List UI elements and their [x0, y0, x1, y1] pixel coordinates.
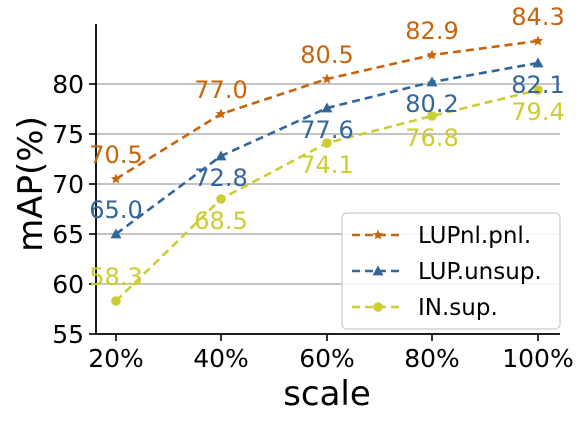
- legend-label: LUPnl.pnl.: [418, 223, 531, 249]
- data-label: 80.5: [300, 41, 353, 69]
- data-point-1-1: [215, 150, 227, 161]
- y-tick-label: 80: [52, 70, 84, 99]
- data-label: 76.8: [405, 124, 458, 152]
- series-line-1: [115, 61, 539, 236]
- data-point-0-1: [215, 108, 227, 119]
- data-point-0-0: [110, 173, 122, 184]
- data-label: 70.5: [89, 141, 142, 169]
- x-tick-label: 100%: [502, 344, 573, 373]
- x-tick-label: 80%: [404, 344, 460, 373]
- data-label: 77.0: [194, 76, 247, 104]
- legend-label: LUP.unsup.: [418, 259, 542, 285]
- data-label: 72.8: [194, 164, 247, 192]
- data-label: 58.3: [89, 263, 142, 291]
- data-label: 68.5: [194, 207, 247, 235]
- x-axis-label: scale: [283, 374, 371, 414]
- legend-label: IN.sup.: [418, 295, 498, 321]
- data-label: 65.0: [89, 196, 142, 224]
- y-tick-label: 60: [52, 270, 84, 299]
- x-tick-label: 40%: [193, 344, 249, 373]
- data-label: 79.4: [511, 98, 564, 126]
- data-point-2-3: [427, 111, 437, 121]
- data-point-2-0: [111, 296, 121, 306]
- data-point-0-4: [532, 35, 544, 46]
- data-label: 74.1: [300, 151, 353, 179]
- legend: LUPnl.pnl. LUP.unsup. IN.sup.: [341, 212, 561, 330]
- tick-labels: 55 60 65 70 75 80 20% 40% 60% 80% 100%: [52, 70, 574, 373]
- legend-marker-1: [372, 265, 384, 276]
- x-tick-label: 20%: [88, 344, 144, 373]
- data-point-1-2: [321, 102, 333, 113]
- y-tick-label: 75: [52, 120, 84, 149]
- legend-marker-0: [372, 229, 384, 240]
- data-point-1-4: [532, 57, 544, 68]
- y-tick-label: 55: [52, 320, 84, 349]
- y-tick-label: 65: [52, 220, 84, 249]
- x-tick-label: 60%: [299, 344, 355, 373]
- data-point-2-2: [322, 138, 332, 148]
- data-point-0-3: [426, 49, 438, 60]
- data-label: 80.2: [405, 90, 458, 118]
- series-layer: [110, 35, 544, 306]
- data-point-0-2: [321, 73, 333, 84]
- y-tick-label: 70: [52, 170, 84, 199]
- data-point-1-0: [110, 228, 122, 239]
- data-point-2-4: [533, 85, 543, 95]
- data-label: 82.1: [511, 71, 564, 99]
- axes: [89, 24, 560, 341]
- data-point-1-3: [426, 76, 438, 87]
- data-point-2-1: [216, 194, 226, 204]
- legend-box: [341, 212, 561, 330]
- legend-marker-2: [373, 302, 383, 312]
- data-label: 77.6: [300, 116, 353, 144]
- data-labels: 70.5 77.0 80.5 82.9 84.3 65.0 72.8 77.6 80.2 82.1…: [89, 3, 564, 291]
- data-label: 84.3: [511, 3, 564, 31]
- data-label: 82.9: [405, 17, 458, 45]
- y-axis-label: mAP(%): [11, 116, 51, 252]
